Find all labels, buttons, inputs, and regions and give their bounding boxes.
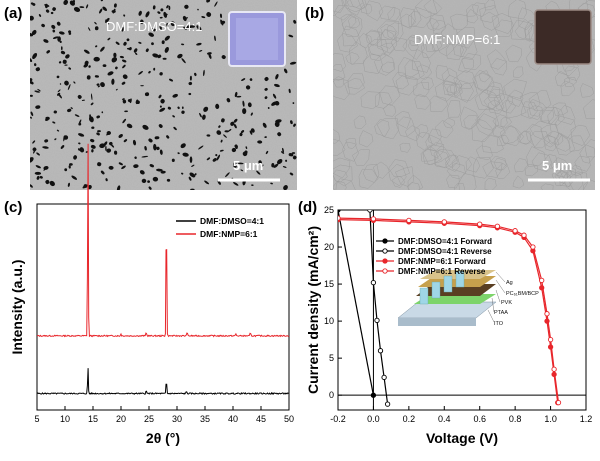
- xrd-legend: DMF:DMSO=4:1 DMF:NMP=6:1: [176, 216, 264, 239]
- jv-xlabel: Voltage (V): [426, 430, 498, 446]
- sem-pinhole: [105, 146, 106, 151]
- xrd-x-tick-label: 50: [284, 414, 294, 424]
- layer-ito-side: [398, 318, 476, 326]
- jv-data-point: [495, 224, 499, 228]
- jv-data-point: [336, 208, 340, 212]
- label-ito: ITO: [494, 321, 504, 327]
- xrd-x-tick-label: 45: [256, 414, 266, 424]
- legend-label-dmso: DMF:DMSO=4:1: [200, 216, 264, 226]
- xrd-x-tick-label: 10: [60, 414, 70, 424]
- jv-data-point: [548, 337, 552, 341]
- jv-data-point: [382, 375, 386, 379]
- layer-ito: [398, 302, 496, 318]
- label-pvk: PVK: [501, 300, 512, 306]
- jv-x-tick-label: 0.4: [438, 414, 451, 424]
- sem-pinhole: [190, 156, 193, 163]
- jv-y-tick-label: 15: [324, 279, 334, 289]
- xrd-x-ticks: 5 10 15 20 25 30 35 40 45 50: [34, 406, 294, 424]
- xrd-x-tick-label: 30: [172, 414, 182, 424]
- jv-x-tick-label: 0.2: [403, 414, 416, 424]
- sem-caption-a: DMF:DMSO=4:1: [106, 19, 202, 34]
- jv-data-point: [375, 318, 379, 322]
- jv-data-point: [442, 220, 446, 224]
- panel-b: DMF:NMP=6:1 5 μm (b): [305, 0, 600, 198]
- jv-data-point: [371, 217, 375, 221]
- label-ptaa: PTAA: [494, 310, 508, 316]
- jv-legend-marker: [383, 259, 387, 263]
- jv-x-tick-label: 0.6: [473, 414, 486, 424]
- legend-label-dmso-reverse: DMF:DMSO=4:1 Reverse: [398, 247, 492, 256]
- sem-pinhole: [190, 189, 194, 191]
- legend-label-nmp-reverse: DMF:NMP=6:1 Reverse: [398, 267, 486, 276]
- panel-label-c: (c): [4, 199, 22, 216]
- scale-label-a: 5 μm: [233, 158, 263, 173]
- jv-x-tick-label: 0.8: [509, 414, 522, 424]
- sem-pinhole: [94, 57, 100, 62]
- jv-data-point: [552, 367, 556, 371]
- jv-y-tick-label: 10: [324, 316, 334, 326]
- legend-label-nmp: DMF:NMP=6:1: [200, 229, 258, 239]
- panel-label-a: (a): [4, 5, 22, 22]
- jv-y-tick-label: 20: [324, 242, 334, 252]
- label-ag: Ag: [506, 280, 513, 286]
- ag-finger-2: [432, 282, 440, 298]
- xrd-x-tick-label: 35: [200, 414, 210, 424]
- jv-data-point: [385, 402, 389, 406]
- leader-pvk: [496, 290, 500, 302]
- jv-data-point: [368, 208, 372, 212]
- label-pcbm: PC₆₁BM/BCP: [506, 291, 539, 297]
- xrd-x-tick-label: 5: [34, 414, 39, 424]
- jv-x-tick-label: 1.2: [580, 414, 593, 424]
- panel-label-d: (d): [298, 199, 317, 216]
- jv-data-point: [556, 400, 560, 404]
- jv-data-point: [540, 278, 544, 282]
- jv-legend-marker: [383, 269, 387, 273]
- jv-data-point: [371, 393, 375, 397]
- jv-legend: DMF:DMSO=4:1 Forward DMF:DMSO=4:1 Revers…: [376, 237, 492, 276]
- jv-data-point: [522, 233, 526, 237]
- jv-series-line: [338, 210, 373, 395]
- jv-y-tick-label: 0: [329, 390, 334, 400]
- jv-data-point: [545, 312, 549, 316]
- legend-label-dmso-forward: DMF:DMSO=4:1 Forward: [398, 237, 492, 246]
- scale-label-b: 5 μm: [542, 158, 572, 173]
- xrd-x-tick-label: 25: [144, 414, 154, 424]
- panel-label-b: (b): [305, 5, 324, 22]
- jv-y-tick-label: 5: [329, 353, 334, 363]
- jv-x-tick-label: 0.0: [367, 414, 380, 424]
- jv-data-point: [478, 222, 482, 226]
- jv-data-point: [513, 229, 517, 233]
- jv-y-tick-label: 25: [324, 205, 334, 215]
- device-schematic-inset: Ag PC₆₁BM/BCP PVK PTAA ITO: [398, 270, 539, 327]
- jv-data-point: [371, 280, 375, 284]
- jv-data-point: [407, 218, 411, 222]
- jv-x-tick-label: 1.0: [544, 414, 557, 424]
- jv-x-tick-label: -0.2: [330, 414, 346, 424]
- sem-pinhole: [78, 123, 81, 126]
- xrd-series-line: [37, 368, 289, 394]
- xrd-ylabel: Intensity (a.u.): [9, 260, 25, 355]
- jv-ylabel: Current density (mA/cm²): [305, 226, 321, 394]
- xrd-x-tick-label: 40: [228, 414, 238, 424]
- panel-a: DMF:DMSO=4:1 5 μm (a): [4, 0, 297, 192]
- xrd-x-tick-label: 20: [116, 414, 126, 424]
- sem-caption-b: DMF:NMP=6:1: [414, 32, 500, 47]
- leader-ag: [496, 272, 505, 282]
- ag-finger-1: [420, 288, 428, 304]
- sem-pinhole: [182, 106, 184, 109]
- jv-legend-marker: [383, 239, 387, 243]
- sample-photo-b: [535, 10, 591, 64]
- legend-label-nmp-forward: DMF:NMP=6:1 Forward: [398, 257, 486, 266]
- xrd-x-tick-label: 15: [88, 414, 98, 424]
- xrd-xlabel: 2θ (°): [146, 430, 180, 446]
- leader-pcbm: [496, 280, 505, 293]
- ag-finger-3: [444, 276, 452, 292]
- jv-data-point: [378, 349, 382, 353]
- jv-data-point: [336, 216, 340, 220]
- jv-legend-marker: [383, 249, 387, 253]
- sample-photo-a-inner: [236, 18, 278, 60]
- jv-data-point: [531, 245, 535, 249]
